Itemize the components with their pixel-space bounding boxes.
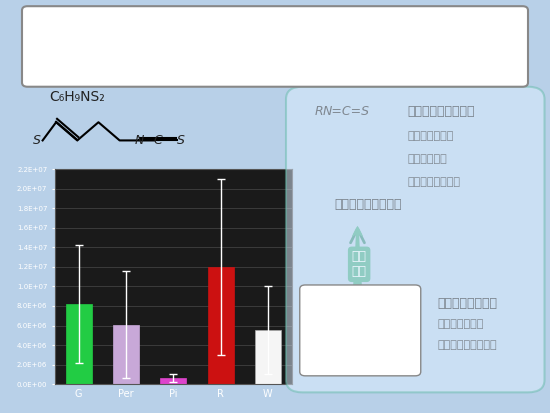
Text: N: N <box>134 134 144 147</box>
Text: Glucosinolate
Structure: Glucosinolate Structure <box>332 321 389 340</box>
Text: ・側鎖は多種多様: ・側鎖は多種多様 <box>407 177 460 187</box>
Text: どの光を当てると辛くなる？: どの光を当てると辛くなる？ <box>156 29 394 58</box>
Bar <box>113 325 139 384</box>
Text: ・辛味のもと: ・辛味のもと <box>407 154 447 164</box>
Text: グルコシノレート: グルコシノレート <box>437 297 497 310</box>
Text: S: S <box>33 134 41 147</box>
Text: 酵素　ミロシナーゼ: 酵素 ミロシナーゼ <box>335 198 402 211</box>
Text: S: S <box>177 134 185 147</box>
Text: R: R <box>315 105 323 118</box>
Text: 生成が促進される: 生成が促進される <box>437 340 497 350</box>
Bar <box>255 330 281 384</box>
Text: C₆H₉NS₂: C₆H₉NS₂ <box>50 90 105 104</box>
Text: ・揮発性　高い: ・揮発性 高い <box>407 131 453 141</box>
Text: 加水
分解: 加水 分解 <box>351 250 367 278</box>
Bar <box>160 378 186 384</box>
Text: イソチオシアネート: イソチオシアネート <box>407 105 475 118</box>
Bar <box>65 304 92 384</box>
Text: N=C=S: N=C=S <box>323 105 370 118</box>
Text: ・光合成により: ・光合成により <box>437 319 483 329</box>
Bar <box>207 267 234 384</box>
Text: C: C <box>154 134 162 147</box>
